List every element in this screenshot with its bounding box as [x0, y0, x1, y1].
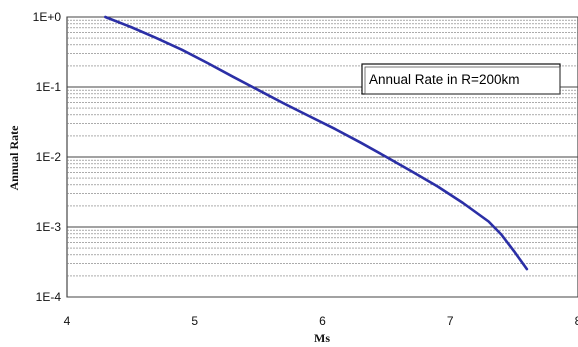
x-axis-title: Ms	[314, 331, 330, 345]
x-tick-label: 7	[447, 314, 454, 328]
y-tick-label: 1E-2	[36, 150, 62, 164]
y-tick-labels: 1E+0 1E-1 1E-2 1E-3 1E-4	[33, 10, 62, 304]
y-axis-title: Annual Rate	[7, 125, 21, 191]
series-layer	[104, 15, 529, 271]
y-tick-label: 1E-3	[36, 220, 62, 234]
series-line	[104, 15, 529, 271]
legend-box: Annual Rate in R=200km	[361, 63, 561, 95]
x-tick-label: 4	[64, 314, 71, 328]
x-tick-label: 6	[319, 314, 326, 328]
x-tick-label: 8	[575, 314, 578, 328]
y-tick-label: 1E-1	[36, 80, 62, 94]
y-tick-label: 1E-4	[36, 290, 62, 304]
x-tick-label: 5	[191, 314, 198, 328]
x-tick-labels: 4 5 6 7 8	[64, 314, 578, 328]
y-tick-label: 1E+0	[33, 10, 62, 24]
legend-label: Annual Rate in R=200km	[369, 72, 519, 87]
